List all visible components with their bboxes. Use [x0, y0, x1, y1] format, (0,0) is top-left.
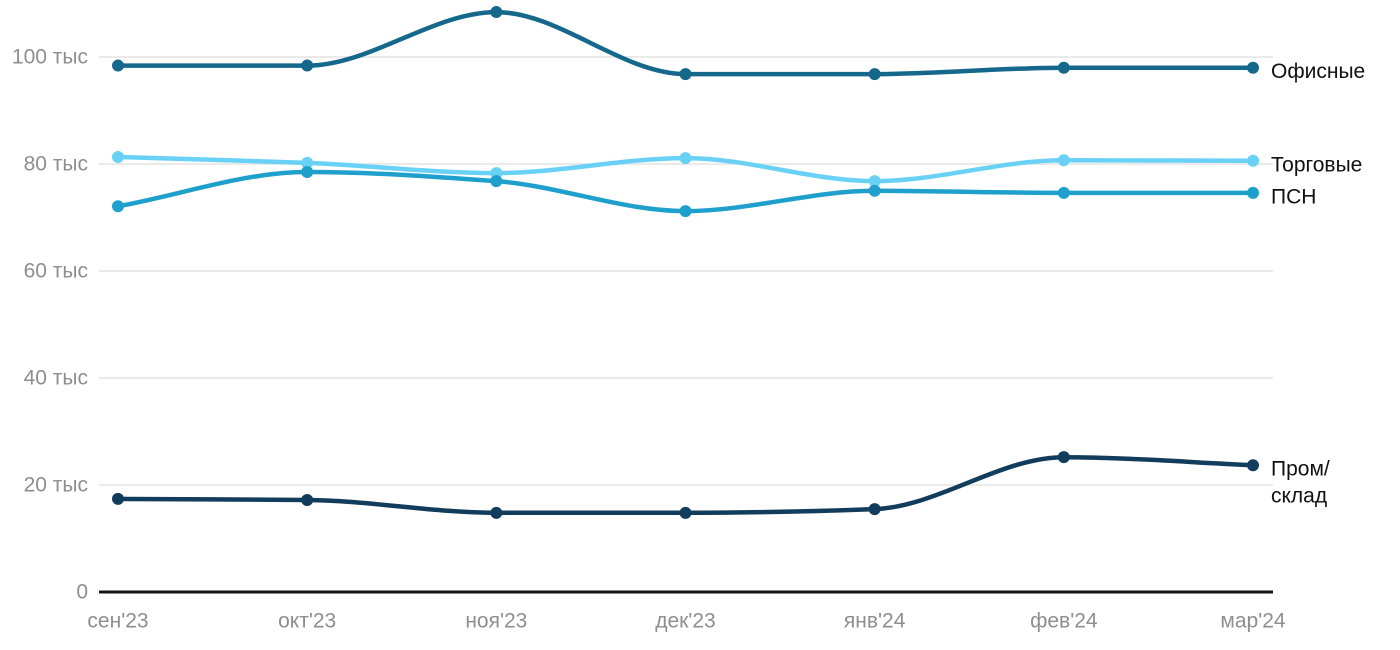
series-label: ПСН — [1271, 185, 1316, 208]
grid-and-y-axis: 0 20 тыс 40 тыс 60 тыс 80 тыс 100 тыс — [12, 46, 1273, 604]
data-point[interactable] — [868, 175, 881, 188]
series-label: Офисные — [1271, 60, 1365, 83]
data-point[interactable] — [112, 492, 124, 505]
data-point[interactable] — [301, 156, 314, 169]
data-point[interactable] — [679, 152, 692, 165]
series-Торговые: Торговые — [112, 151, 1362, 188]
data-point[interactable] — [679, 506, 692, 519]
y-tick-label: 100 тыс — [12, 46, 88, 69]
x-tick-label: окт'23 — [278, 610, 336, 633]
series-ПСН: ПСН — [112, 166, 1316, 218]
x-tick-label: дек'23 — [655, 610, 716, 633]
data-point[interactable] — [1247, 61, 1259, 74]
series-Пром/склад: Пром/склад — [112, 451, 1330, 519]
data-point[interactable] — [490, 6, 503, 19]
data-point[interactable] — [1247, 459, 1259, 472]
data-point[interactable] — [1247, 186, 1259, 199]
series-line — [115, 9, 1256, 77]
y-tick-label: 60 тыс — [24, 260, 88, 283]
series-label: Торговые — [1271, 153, 1362, 176]
data-point[interactable] — [490, 175, 503, 188]
data-point[interactable] — [868, 184, 881, 197]
data-point[interactable] — [490, 506, 503, 519]
data-point[interactable] — [301, 59, 314, 72]
data-point[interactable] — [1247, 154, 1259, 167]
data-point[interactable] — [301, 166, 314, 179]
x-tick-label: фев'24 — [1030, 610, 1098, 633]
series-Офисные: Офисные — [112, 6, 1365, 83]
y-tick-label: 0 — [76, 581, 88, 604]
series-label: Пром/ — [1271, 458, 1330, 481]
data-point[interactable] — [868, 68, 881, 81]
data-point[interactable] — [301, 493, 314, 506]
data-point[interactable] — [112, 200, 124, 213]
data-point[interactable] — [1057, 451, 1070, 464]
x-tick-label: ноя'23 — [465, 610, 527, 633]
series-label: склад — [1271, 485, 1327, 508]
data-point[interactable] — [679, 205, 692, 218]
data-point[interactable] — [679, 68, 692, 81]
x-axis-labels: сен'23 окт'23 ноя'23 дек'23 янв'24 фев'24 мар'… — [87, 610, 1285, 633]
data-point[interactable] — [112, 59, 124, 72]
y-tick-label: 40 тыс — [24, 367, 88, 390]
x-tick-label: янв'24 — [844, 610, 906, 633]
data-point[interactable] — [1057, 61, 1070, 74]
y-tick-label: 20 тыс — [24, 474, 88, 497]
data-point[interactable] — [1057, 186, 1070, 199]
x-tick-label: мар'24 — [1220, 610, 1285, 633]
data-point[interactable] — [868, 503, 881, 516]
x-tick-label: сен'23 — [87, 610, 148, 633]
data-point[interactable] — [112, 151, 124, 164]
y-tick-label: 80 тыс — [24, 153, 88, 176]
data-point[interactable] — [1057, 154, 1070, 167]
